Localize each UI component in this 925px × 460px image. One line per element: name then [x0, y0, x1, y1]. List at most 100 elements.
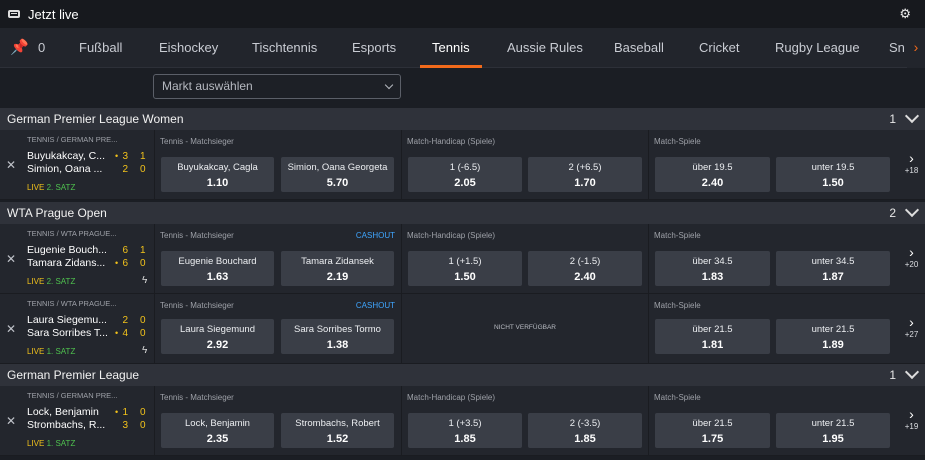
pin-icon[interactable]: 📌: [10, 39, 29, 56]
set-score: 1: [140, 245, 146, 256]
more-markets-button[interactable]: › +20: [898, 224, 925, 293]
league-name: German Premier League Women: [7, 112, 184, 126]
event-info[interactable]: TENNIS / WTA PRAGUE... Laura Siegemu... …: [24, 294, 155, 363]
odd-button[interactable]: 1 (-6.5) 2.05: [408, 157, 522, 192]
team-name: Lock, Benjamin: [27, 406, 99, 418]
live-status: LIVE 1. SATZ: [27, 347, 76, 356]
set-score: 0: [140, 164, 146, 175]
team-name: Strombachs, R...: [27, 419, 106, 431]
odd-button[interactable]: unter 19.5 1.50: [776, 157, 890, 192]
market-matchsieger: Tennis - Matchsieger Buyukakcay, Cagla 1.…: [155, 130, 402, 199]
tab-tennis[interactable]: Tennis: [420, 28, 482, 68]
set-score: 0: [140, 258, 146, 269]
game-score: 4: [122, 328, 128, 339]
cashout-badge: CASHOUT: [355, 301, 395, 310]
odd-button[interactable]: Sara Sorribes Tormo 1.38: [281, 319, 394, 354]
tab-aussie-rules[interactable]: Aussie Rules: [507, 40, 583, 55]
more-markets-button[interactable]: › +27: [898, 294, 925, 363]
chevron-down-icon[interactable]: [904, 364, 920, 380]
market-title: Match-Spiele: [654, 393, 701, 402]
odd-button[interactable]: über 21.5 1.75: [655, 413, 770, 448]
tab-eishockey[interactable]: Eishockey: [159, 40, 219, 55]
odd-button[interactable]: 2 (-1.5) 2.40: [528, 251, 642, 286]
market-spiele: Match-Spiele über 19.5 2.40 unter 19.5 1.5…: [649, 130, 898, 199]
chevron-down-icon[interactable]: [904, 202, 920, 218]
pin-icon[interactable]: ✕: [6, 414, 17, 428]
market-handicap: Match-Handicap (Spiele) 1 (+3.5) 1.85 2 (…: [402, 386, 649, 455]
odd-button[interactable]: Simion, Oana Georgeta 5.70: [281, 157, 394, 192]
serve-indicator: •: [115, 258, 119, 268]
pin-icon[interactable]: ✕: [6, 322, 17, 336]
event-row: ✕ TENNIS / GERMAN PRE... Lock, Benjamin …: [0, 386, 925, 456]
odd-button[interactable]: Eugenie Bouchard 1.63: [161, 251, 274, 286]
set-score: 0: [140, 420, 146, 431]
league-header[interactable]: German Premier League Women 1: [0, 108, 925, 130]
lightning-icon: ϟ: [142, 275, 148, 286]
competition-label: TENNIS / WTA PRAGUE...: [27, 299, 117, 308]
odd-button[interactable]: über 34.5 1.83: [655, 251, 770, 286]
odd-button[interactable]: über 21.5 1.81: [655, 319, 770, 354]
event-info[interactable]: TENNIS / GERMAN PRE... Buyukakcay, C... …: [24, 130, 155, 199]
odd-button[interactable]: über 19.5 2.40: [655, 157, 770, 192]
event-info[interactable]: TENNIS / WTA PRAGUE... Eugenie Bouch... …: [24, 224, 155, 293]
team-name: Sara Sorribes T...: [27, 327, 108, 339]
tab-rugby-league[interactable]: Rugby League: [775, 40, 860, 55]
more-markets-count: +18: [904, 166, 919, 175]
set-score: 1: [140, 151, 146, 162]
pin-icon[interactable]: ✕: [6, 252, 17, 266]
team-name: Simion, Oana ...: [27, 163, 103, 175]
chevron-right-icon: ›: [909, 314, 914, 330]
odd-button[interactable]: Tamara Zidansek 2.19: [281, 251, 394, 286]
odd-button[interactable]: Strombachs, Robert 1.52: [281, 413, 394, 448]
odd-button[interactable]: 2 (-3.5) 1.85: [528, 413, 642, 448]
market-select[interactable]: Markt auswählen: [153, 74, 401, 99]
market-title: Tennis - Matchsieger: [160, 393, 234, 402]
odd-button[interactable]: Buyukakcay, Cagla 1.10: [161, 157, 274, 192]
more-markets-button[interactable]: › +18: [898, 130, 925, 199]
odd-button[interactable]: unter 21.5 1.89: [776, 319, 890, 354]
tab-cricket[interactable]: Cricket: [699, 40, 740, 55]
market-spiele: Match-Spiele über 21.5 1.75 unter 21.5 1.9…: [649, 386, 898, 455]
page-title: Jetzt live: [28, 6, 79, 22]
tab-tischtennis[interactable]: Tischtennis: [252, 40, 318, 55]
league-count: 1: [889, 112, 896, 126]
tab-baseball[interactable]: Baseball: [614, 40, 664, 55]
more-markets-button[interactable]: › +19: [898, 386, 925, 455]
event-row: ✕ TENNIS / GERMAN PRE... Buyukakcay, C..…: [0, 130, 925, 200]
chevron-right-icon[interactable]: ›: [907, 28, 925, 68]
tab-esports[interactable]: Esports: [352, 40, 397, 55]
market-title: Tennis - Matchsieger: [160, 231, 234, 240]
competition-label: TENNIS / GERMAN PRE...: [27, 135, 118, 144]
odd-button[interactable]: unter 34.5 1.87: [776, 251, 890, 286]
chevron-down-icon[interactable]: [904, 108, 920, 124]
competition-label: TENNIS / GERMAN PRE...: [27, 391, 118, 400]
odd-button[interactable]: Laura Siegemund 2.92: [161, 319, 274, 354]
market-matchsieger: Tennis - Matchsieger CASHOUT Laura Siege…: [155, 294, 402, 363]
odd-button[interactable]: 1 (+1.5) 1.50: [408, 251, 522, 286]
tab-sn[interactable]: Sn: [889, 40, 905, 55]
market-matchsieger: Tennis - Matchsieger CASHOUT Eugenie Bou…: [155, 224, 402, 293]
pinned-count: 0: [38, 40, 46, 55]
odd-button[interactable]: unter 21.5 1.95: [776, 413, 890, 448]
tab-fussball[interactable]: Fußball: [79, 40, 123, 55]
league-header[interactable]: WTA Prague Open 2: [0, 202, 925, 224]
odd-button[interactable]: Lock, Benjamin 2.35: [161, 413, 274, 448]
more-markets-count: +20: [904, 260, 919, 269]
live-status: LIVE 2. SATZ: [27, 183, 76, 192]
event-info[interactable]: TENNIS / GERMAN PRE... Lock, Benjamin St…: [24, 386, 155, 455]
set-score: 0: [140, 315, 146, 326]
market-title: Match-Spiele: [654, 301, 701, 310]
pin-icon[interactable]: ✕: [6, 158, 17, 172]
market-spiele: Match-Spiele über 34.5 1.83 unter 34.5 1.8…: [649, 224, 898, 293]
team-name: Buyukakcay, C...: [27, 150, 106, 162]
market-title: Match-Spiele: [654, 137, 701, 146]
league-count: 1: [889, 368, 896, 382]
odd-button[interactable]: 2 (+6.5) 1.70: [528, 157, 642, 192]
market-select-placeholder: Markt auswählen: [162, 79, 253, 93]
game-score: 3: [122, 420, 128, 431]
gear-icon[interactable]: ⚙: [899, 6, 911, 21]
odd-button[interactable]: 1 (+3.5) 1.85: [408, 413, 522, 448]
league-header[interactable]: German Premier League 1: [0, 364, 925, 386]
set-score: 0: [140, 407, 146, 418]
league-count: 2: [889, 206, 896, 220]
